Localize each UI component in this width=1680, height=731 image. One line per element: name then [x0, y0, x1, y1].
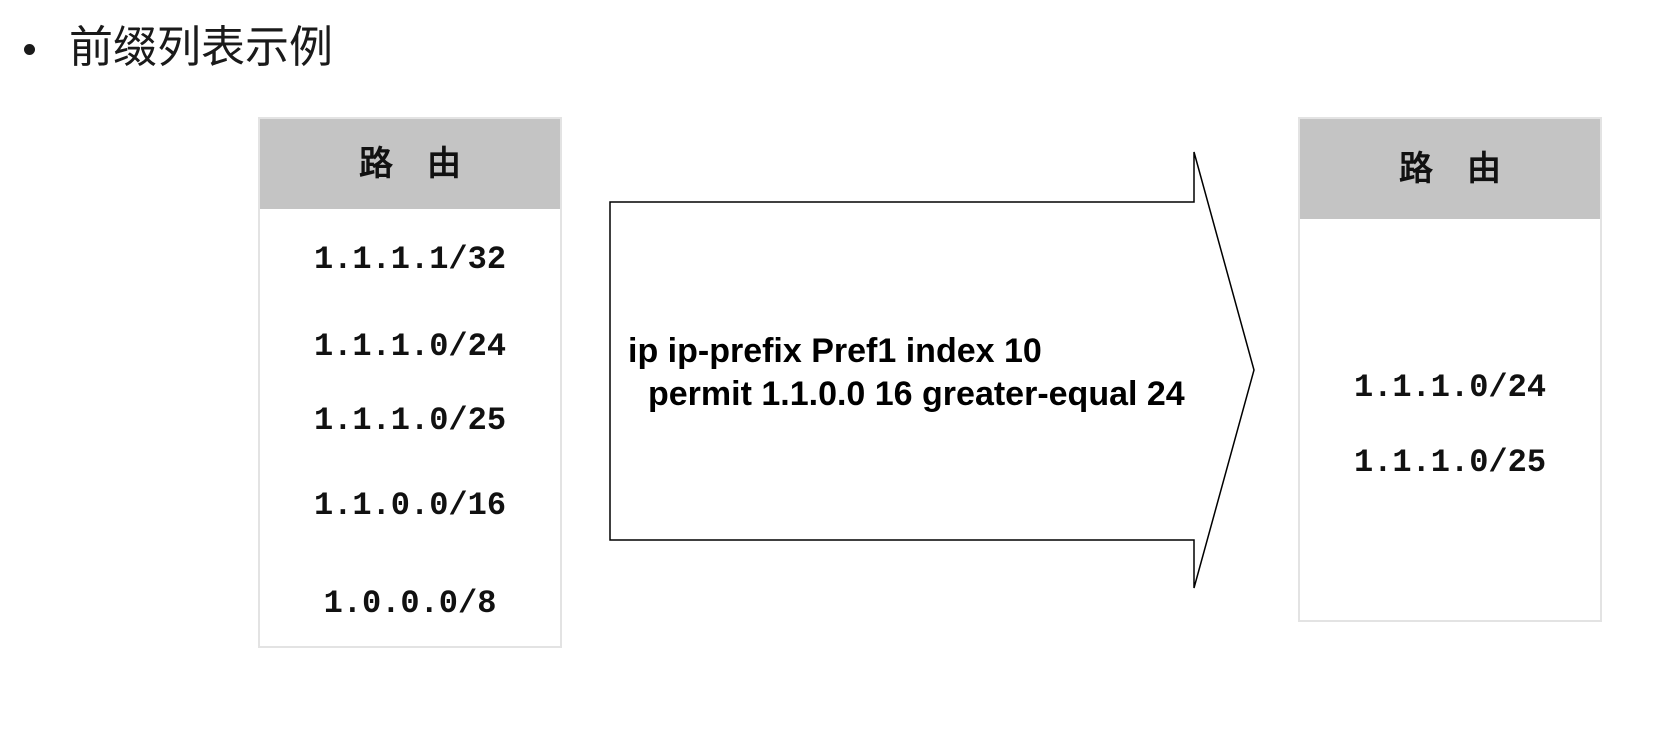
arrow-shape	[609, 151, 1255, 589]
route-entry: 1.1.1.0/24	[313, 328, 507, 365]
slide-title: 前缀列表示例	[24, 18, 333, 78]
title-text: 前缀列表示例	[69, 22, 333, 73]
route-entry: 1.0.0.0/8	[323, 585, 497, 622]
prefix-list-command-line2: permit 1.1.0.0 16 greater-equal 24	[648, 375, 1185, 413]
route-table-header: 路 由	[1300, 119, 1600, 219]
route-entry: 1.1.1.0/24	[1353, 369, 1547, 406]
input-route-table: 路 由 1.1.1.1/32 1.1.1.0/24 1.1.1.0/25 1.1…	[258, 117, 562, 648]
prefix-list-command-line1: ip ip-prefix Pref1 index 10	[628, 332, 1042, 370]
route-entry: 1.1.1.1/32	[313, 241, 507, 278]
output-route-table: 路 由 1.1.1.0/24 1.1.1.0/25	[1298, 117, 1602, 622]
route-entry: 1.1.0.0/16	[313, 487, 507, 524]
route-entry: 1.1.1.0/25	[1353, 444, 1547, 481]
route-table-header: 路 由	[260, 119, 560, 209]
filter-arrow	[609, 151, 1255, 589]
bullet-icon	[24, 43, 35, 55]
route-entry: 1.1.1.0/25	[313, 402, 507, 439]
